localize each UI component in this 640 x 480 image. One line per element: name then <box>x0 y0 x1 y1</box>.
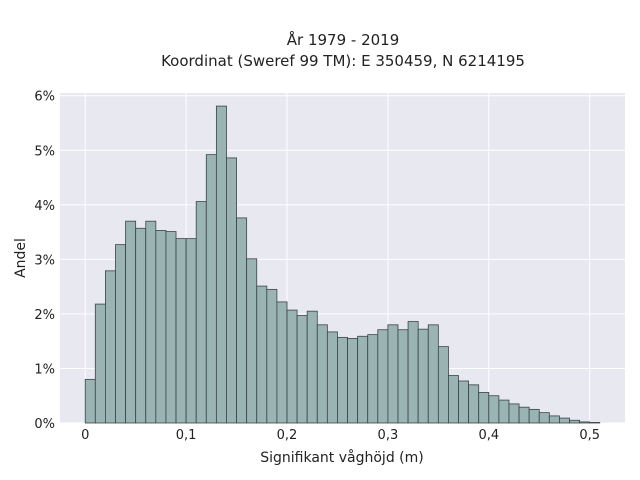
histogram-bar <box>135 227 147 424</box>
histogram-bar <box>155 230 167 424</box>
y-tick-label: 0% <box>34 417 55 432</box>
histogram-bar <box>559 417 570 424</box>
histogram-bar <box>306 310 318 424</box>
x-tick-label: 0,5 <box>579 428 600 443</box>
histogram-bar <box>417 328 429 424</box>
x-axis-ticks: 0 0,1 0,2 0,3 0,4 0,5 <box>81 428 600 443</box>
histogram-bar <box>367 334 379 424</box>
x-tick-label: 0,1 <box>176 428 197 443</box>
y-axis-label: Andel <box>13 238 29 278</box>
histogram-bar <box>508 403 520 424</box>
histogram-bar <box>478 392 490 424</box>
histogram-bar <box>458 380 470 424</box>
histogram-bar <box>427 324 439 424</box>
histogram-bar <box>326 331 338 424</box>
histogram-bar <box>276 301 288 424</box>
y-tick-label: 5% <box>34 144 55 159</box>
histogram-bar <box>407 321 419 424</box>
histogram-bar <box>589 422 601 424</box>
histogram-bar <box>518 406 530 424</box>
histogram-bar <box>94 303 106 424</box>
histogram-bar <box>175 238 187 424</box>
histogram-bar <box>185 238 197 424</box>
histogram-bar <box>286 309 298 424</box>
histogram-bar <box>246 258 258 424</box>
histogram-bar <box>165 231 177 424</box>
histogram-bar <box>296 315 308 424</box>
histogram-bar <box>256 285 268 424</box>
x-axis-label: Signifikant våghöjd (m) <box>260 449 423 466</box>
histogram-bar <box>397 329 409 424</box>
histogram-bar <box>316 324 328 424</box>
y-tick-label: 6% <box>34 90 55 105</box>
histogram-bar <box>145 220 157 424</box>
x-tick-label: 0 <box>81 428 89 443</box>
histogram-bar <box>226 157 237 424</box>
histogram-bar <box>387 324 399 424</box>
x-tick-label: 0,3 <box>378 428 399 443</box>
x-tick-label: 0,2 <box>277 428 298 443</box>
y-tick-label: 4% <box>34 199 55 214</box>
x-tick-label: 0,4 <box>478 428 499 443</box>
histogram-bar <box>538 412 550 424</box>
histogram-bar <box>195 201 207 424</box>
histogram-bar <box>357 335 369 424</box>
histogram-bar <box>579 421 591 424</box>
histogram-bar <box>377 329 389 424</box>
histogram-bar <box>125 220 137 424</box>
y-tick-label: 3% <box>34 253 55 268</box>
histogram-bar <box>215 105 227 424</box>
histogram-bar <box>569 419 580 424</box>
histogram-bar <box>488 395 500 424</box>
histogram-bar <box>437 346 449 424</box>
histogram-bar <box>468 384 480 424</box>
histogram-bar <box>205 154 217 424</box>
histogram-bar <box>337 336 348 424</box>
histogram-bar <box>347 338 359 424</box>
y-axis-ticks: 0% 1% 2% 3% 4% 5% 6% <box>34 90 55 432</box>
histogram-bar <box>448 375 459 424</box>
histogram-bar <box>266 288 278 424</box>
histogram-bar <box>236 217 248 424</box>
histogram-bar <box>528 408 540 424</box>
histogram-bar <box>115 244 126 424</box>
chart-title-line2: Koordinat (Sweref 99 TM): E 350459, N 62… <box>161 52 525 70</box>
chart-title-line1: År 1979 - 2019 <box>287 30 400 49</box>
y-tick-label: 2% <box>34 308 55 323</box>
histogram-bar <box>498 399 510 424</box>
histogram-bar <box>84 378 96 424</box>
histogram-bar <box>105 270 116 424</box>
histogram-bars <box>84 105 601 424</box>
histogram-bar <box>548 415 560 424</box>
y-tick-label: 1% <box>34 362 55 377</box>
